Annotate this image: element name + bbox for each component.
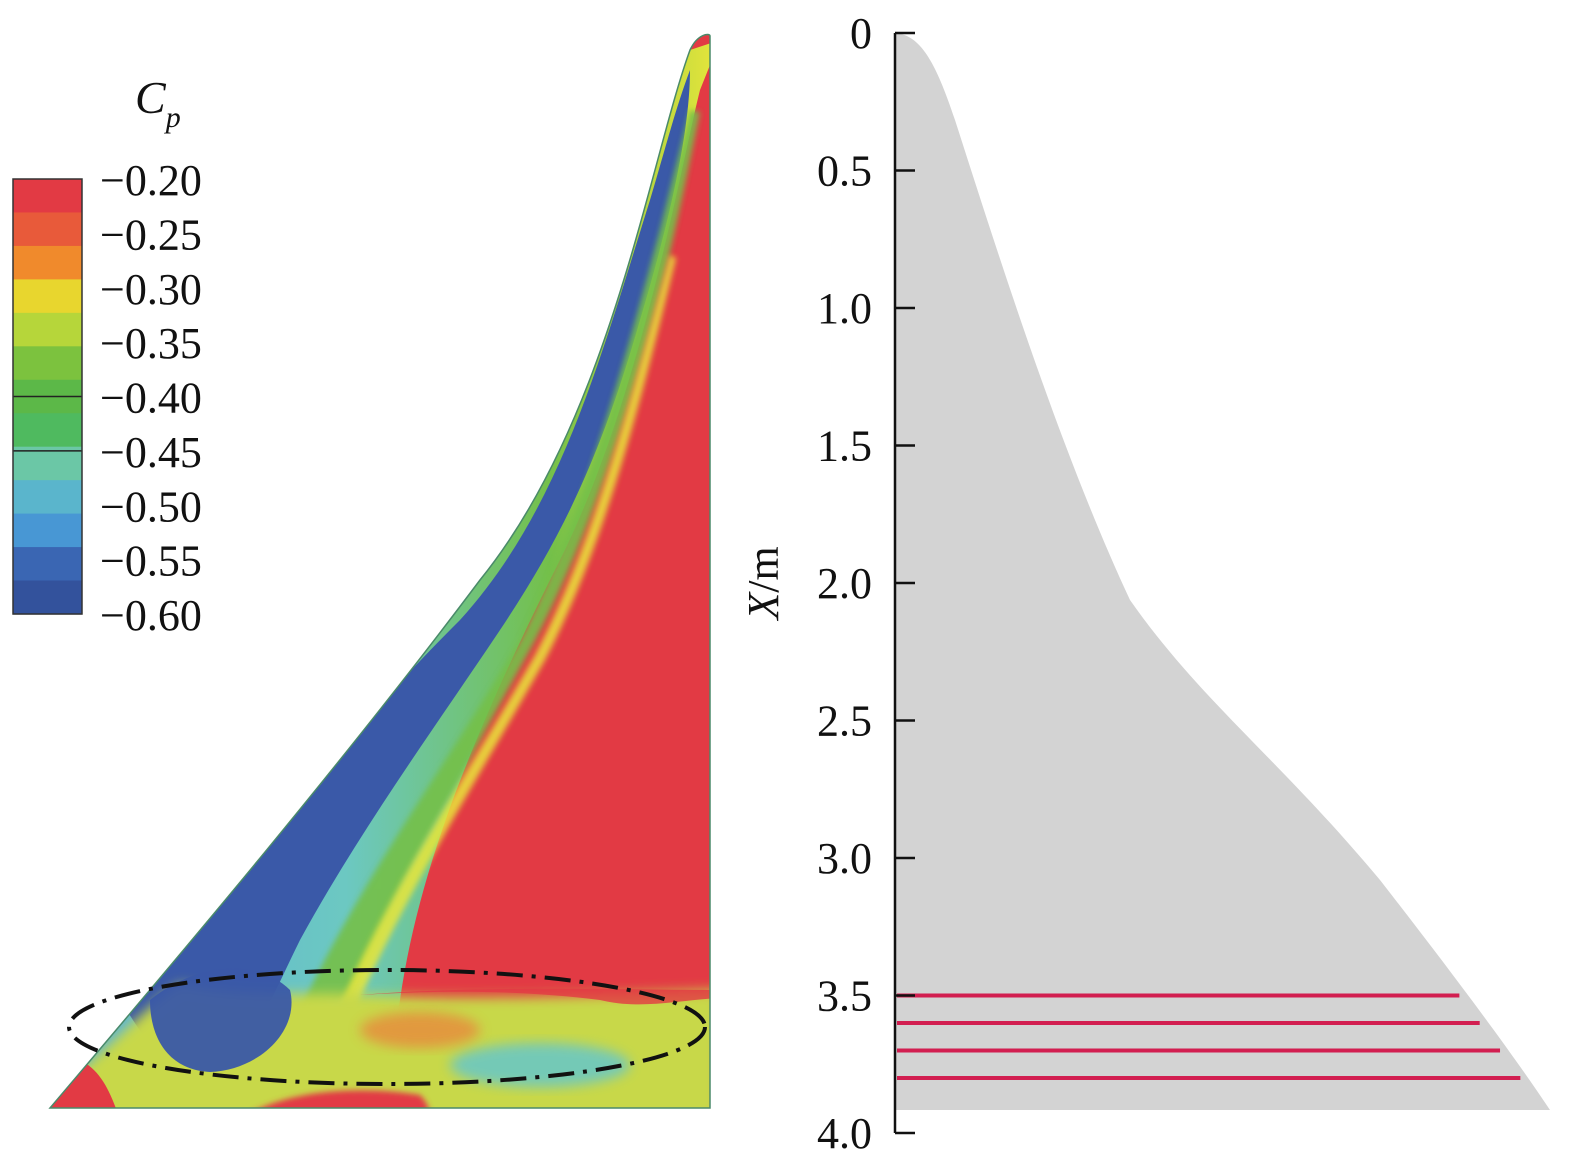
section-plot: 0 0.5 1.0 1.5 2.0 2.5 3.0 3.5 4.0 X/m <box>739 9 1550 1158</box>
trailing-red-left <box>50 1060 120 1108</box>
colorbar-swatch <box>13 413 82 448</box>
axis-tick-label: 0.5 <box>817 147 872 196</box>
axis-tick-label: 3.5 <box>817 972 872 1021</box>
colorbar-label: −0.40 <box>100 374 202 423</box>
colorbar-label: −0.55 <box>100 537 202 586</box>
axis-tick-label: 4.0 <box>817 1109 872 1158</box>
colorbar-swatch <box>13 513 82 548</box>
colorbar-label: −0.50 <box>100 482 202 531</box>
colorbar-swatch <box>13 580 82 615</box>
axis-tick-label: 1.5 <box>817 422 872 471</box>
x-axis: 0 0.5 1.0 1.5 2.0 2.5 3.0 3.5 4.0 <box>817 9 915 1158</box>
colorbar-label: −0.45 <box>100 428 202 477</box>
vortex-tail <box>150 968 292 1072</box>
axis-tick-label: 3.0 <box>817 834 872 883</box>
colorbar-swatch <box>13 446 82 481</box>
colorbar-labels: −0.20 −0.25 −0.30 −0.35 −0.40 −0.45 −0.50 −0.55… <box>100 156 202 640</box>
colorbar-label: −0.30 <box>100 265 202 314</box>
planform-silhouette <box>895 33 1550 1110</box>
colorbar-swatches <box>13 179 82 615</box>
trailing-orange-blob <box>360 1012 480 1048</box>
colorbar-frame <box>12 178 83 615</box>
colorbar-swatch <box>13 179 82 214</box>
colorbar-swatch <box>13 547 82 582</box>
trailing-red-top <box>360 988 710 1005</box>
colorbar-title: Cp <box>135 72 181 134</box>
colorbar-swatch <box>13 312 82 347</box>
colorbar-label: −0.35 <box>100 319 202 368</box>
axis-ticks: 0 0.5 1.0 1.5 2.0 2.5 3.0 3.5 4.0 <box>817 9 915 1158</box>
axis-tick-label: 2.5 <box>817 697 872 746</box>
colorbar-swatch <box>13 245 82 280</box>
colorbar-label: −0.25 <box>100 210 202 259</box>
vortex-region <box>120 70 690 1070</box>
planform-outline <box>48 33 711 1109</box>
trailing-red-mid <box>240 1090 430 1108</box>
axis-label: X/m <box>739 546 788 621</box>
colorbar-label: −0.20 <box>100 156 202 205</box>
axis-tick-label: 0 <box>850 9 872 58</box>
colorbar-swatch <box>13 212 82 247</box>
section-cut-lines <box>897 993 1521 1080</box>
axis-tick-label: 1.0 <box>817 284 872 333</box>
trailing-cyan-blob <box>450 1043 630 1087</box>
colorbar-swatch <box>13 480 82 515</box>
colorbar: Cp −0.20−0.25−0.30−0.35−0.40−0.45−0.50−0… <box>12 72 202 640</box>
axis-tick-label: 2.0 <box>817 559 872 608</box>
colorbar-swatch <box>13 279 82 314</box>
colorbar-swatch <box>13 346 82 381</box>
highlight-ellipse <box>67 968 707 1086</box>
colorbar-label: −0.60 <box>100 591 202 640</box>
